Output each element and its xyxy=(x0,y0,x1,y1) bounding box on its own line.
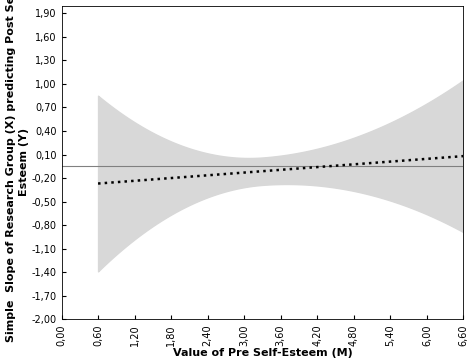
Y-axis label: Simple  Slope of Research Group (X) predicting Post Self-
Esteem (Y): Simple Slope of Research Group (X) predi… xyxy=(6,0,29,342)
X-axis label: Value of Pre Self-Esteem (M): Value of Pre Self-Esteem (M) xyxy=(173,348,352,359)
